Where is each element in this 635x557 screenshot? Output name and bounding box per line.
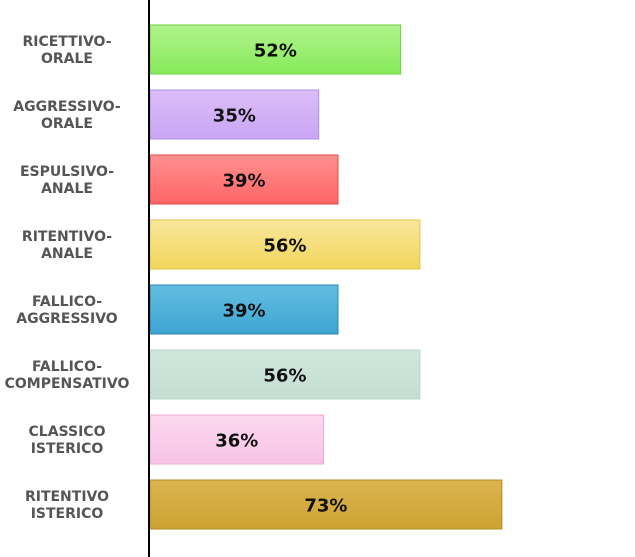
bar-5: [149, 349, 421, 400]
value-label-6: 36%: [215, 431, 258, 452]
value-label-1: 35%: [213, 106, 256, 127]
category-label-4: FALLICO-AGGRESSIVO: [16, 294, 117, 327]
category-label-0: RICETTIVO-ORALE: [22, 34, 111, 67]
value-label-4: 39%: [222, 301, 265, 322]
value-label-3: 56%: [263, 236, 306, 257]
category-label-1: AGGRESSIVO-ORALE: [13, 99, 121, 132]
category-label-6: CLASSICO ISTERICO: [29, 424, 106, 457]
bar-4: [149, 284, 339, 335]
category-label-7: RITENTIVO ISTERICO: [25, 489, 109, 522]
bar-1: [149, 89, 320, 140]
category-label-3: RITENTIVO-ANALE: [22, 229, 112, 262]
bar-3: [149, 219, 421, 270]
value-label-0: 52%: [254, 41, 297, 62]
value-label-5: 56%: [263, 366, 306, 387]
bar-0: [149, 24, 402, 75]
bars-group: 52% RICETTIVO-ORALE 35% AGGRESSIVO-ORALE 39%…: [5, 24, 503, 530]
category-label-5: FALLICO-COMPENSATIVO: [5, 359, 130, 392]
value-label-7: 73%: [304, 496, 347, 517]
category-label-2: ESPULSIVO-ANALE: [20, 164, 114, 197]
bar-2: [149, 154, 339, 205]
bar-6: [149, 414, 325, 465]
value-label-2: 39%: [222, 171, 265, 192]
